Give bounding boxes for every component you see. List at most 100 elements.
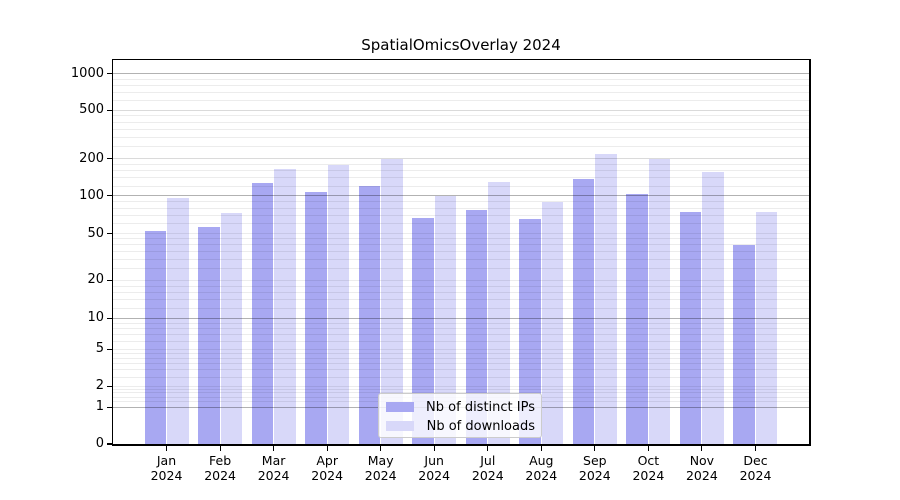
x-tick-label-feb: Feb 2024: [204, 453, 236, 483]
x-tick-label-dec: Dec 2024: [739, 453, 772, 483]
bar-downloads-dec: [755, 212, 778, 444]
y-tick-label-1000: 1000: [70, 65, 104, 81]
bar-distinct-ips-jul: [465, 210, 488, 444]
legend: Nb of distinct IPs Nb of downloads: [378, 393, 542, 438]
minor-gridline-400: [113, 121, 809, 123]
legend-swatch-downloads: [386, 421, 414, 431]
y-axis-spine: [111, 58, 113, 446]
minor-gridline-900: [113, 78, 809, 80]
minor-gridline-800: [113, 84, 809, 86]
x-tick-feb: [219, 445, 221, 451]
bar-distinct-ips-aug: [519, 219, 541, 444]
x-tick-jan: [165, 445, 168, 451]
x-tick-label-jul: Jul 2024: [471, 453, 504, 483]
y-tick-5: [107, 348, 112, 350]
minor-gridline-300: [113, 136, 809, 138]
x-tick-may: [380, 445, 382, 451]
x-tick-label-nov: Nov 2024: [685, 453, 718, 483]
minor-gridline-2: [113, 385, 809, 387]
minor-gridline-250: [113, 146, 809, 148]
minor-gridline-30: [113, 259, 809, 260]
right-spine: [809, 58, 811, 446]
x-tick-jul: [487, 445, 489, 451]
minor-gridline-3.5: [113, 363, 809, 365]
x-tick-aug: [540, 445, 542, 451]
x-tick-label-oct: Oct 2024: [632, 453, 665, 483]
x-tick-label-may: May 2024: [364, 453, 397, 483]
minor-gridline-18: [113, 285, 809, 287]
minor-gridline-6: [113, 340, 809, 342]
minor-gridline-180: [113, 163, 809, 165]
bar-distinct-ips-jun: [412, 217, 434, 444]
minor-gridline-80: [113, 207, 809, 209]
x-tick-jun: [433, 445, 435, 451]
major-gridline-10: [113, 317, 809, 319]
y-tick-500: [107, 109, 112, 111]
minor-gridline-120: [113, 185, 809, 187]
minor-gridline-40: [113, 244, 809, 246]
legend-label-distinct-ips: Nb of distinct IPs: [426, 399, 535, 415]
y-tick-1000: [107, 73, 112, 75]
minor-gridline-25: [113, 268, 809, 270]
bar-distinct-ips-sep: [572, 178, 595, 444]
minor-gridline-60: [113, 223, 809, 225]
minor-gridline-200: [113, 158, 809, 159]
minor-gridline-350: [113, 128, 809, 130]
chart-title: SpatialOmicsOverlay 2024: [361, 36, 561, 54]
y-tick-label-500: 500: [79, 102, 104, 118]
minor-gridline-1.8: [113, 388, 809, 390]
minor-gridline-4.5: [113, 353, 809, 355]
bar-distinct-ips-dec: [733, 244, 755, 444]
x-axis-spine: [113, 444, 809, 446]
minor-gridline-8: [113, 327, 809, 329]
x-tick-apr: [326, 445, 328, 451]
y-tick-20: [107, 279, 112, 281]
major-gridline-1000: [113, 73, 809, 75]
y-tick-2: [107, 385, 112, 387]
bar-distinct-ips-may: [358, 186, 381, 444]
y-tick-label-200: 200: [79, 150, 104, 166]
minor-gridline-7: [113, 333, 809, 335]
bar-downloads-oct: [648, 158, 671, 444]
minor-gridline-500: [113, 109, 809, 111]
x-tick-nov: [701, 445, 703, 451]
legend-entry-distinct-ips: Nb of distinct IPs: [379, 399, 541, 415]
y-tick-0: [107, 443, 112, 445]
minor-gridline-600: [113, 100, 809, 102]
bar-distinct-ips-apr: [305, 191, 327, 444]
minor-gridline-140: [113, 177, 809, 179]
y-tick-label-2: 2: [95, 378, 104, 394]
y-tick-label-5: 5: [95, 341, 104, 357]
top-spine: [113, 58, 809, 60]
y-tick-label-1: 1: [95, 399, 104, 415]
minor-gridline-5: [113, 348, 809, 350]
x-tick-label-mar: Mar 2024: [257, 453, 290, 483]
x-tick-label-apr: Apr 2024: [311, 453, 344, 483]
bar-distinct-ips-jan: [144, 231, 167, 444]
bar-downloads-apr: [327, 164, 350, 444]
plot-area: Nb of distinct IPs Nb of downloads: [111, 58, 811, 446]
y-tick-1: [107, 406, 112, 408]
minor-gridline-35: [113, 251, 809, 253]
y-tick-50: [107, 232, 112, 235]
minor-gridline-160: [113, 170, 809, 172]
legend-swatch-distinct-ips: [386, 402, 414, 412]
y-tick-10: [107, 317, 112, 319]
minor-gridline-12: [113, 307, 809, 309]
minor-gridline-90: [113, 201, 809, 203]
x-tick-label-sep: Sep 2024: [578, 453, 611, 483]
x-tick-label-jan: Jan 2024: [150, 453, 183, 483]
bar-downloads-jan: [167, 198, 189, 444]
bar-downloads-sep: [595, 154, 617, 444]
y-tick-label-100: 100: [79, 187, 104, 203]
y-tick-label-20: 20: [87, 272, 104, 288]
y-tick-200: [107, 157, 112, 160]
bar-distinct-ips-feb: [198, 227, 220, 444]
minor-gridline-2.5: [113, 376, 809, 378]
bar-downloads-jul: [488, 181, 510, 444]
minor-gridline-45: [113, 238, 809, 240]
bar-downloads-feb: [220, 213, 243, 444]
x-tick-mar: [273, 445, 275, 451]
bar-downloads-may: [381, 159, 403, 444]
